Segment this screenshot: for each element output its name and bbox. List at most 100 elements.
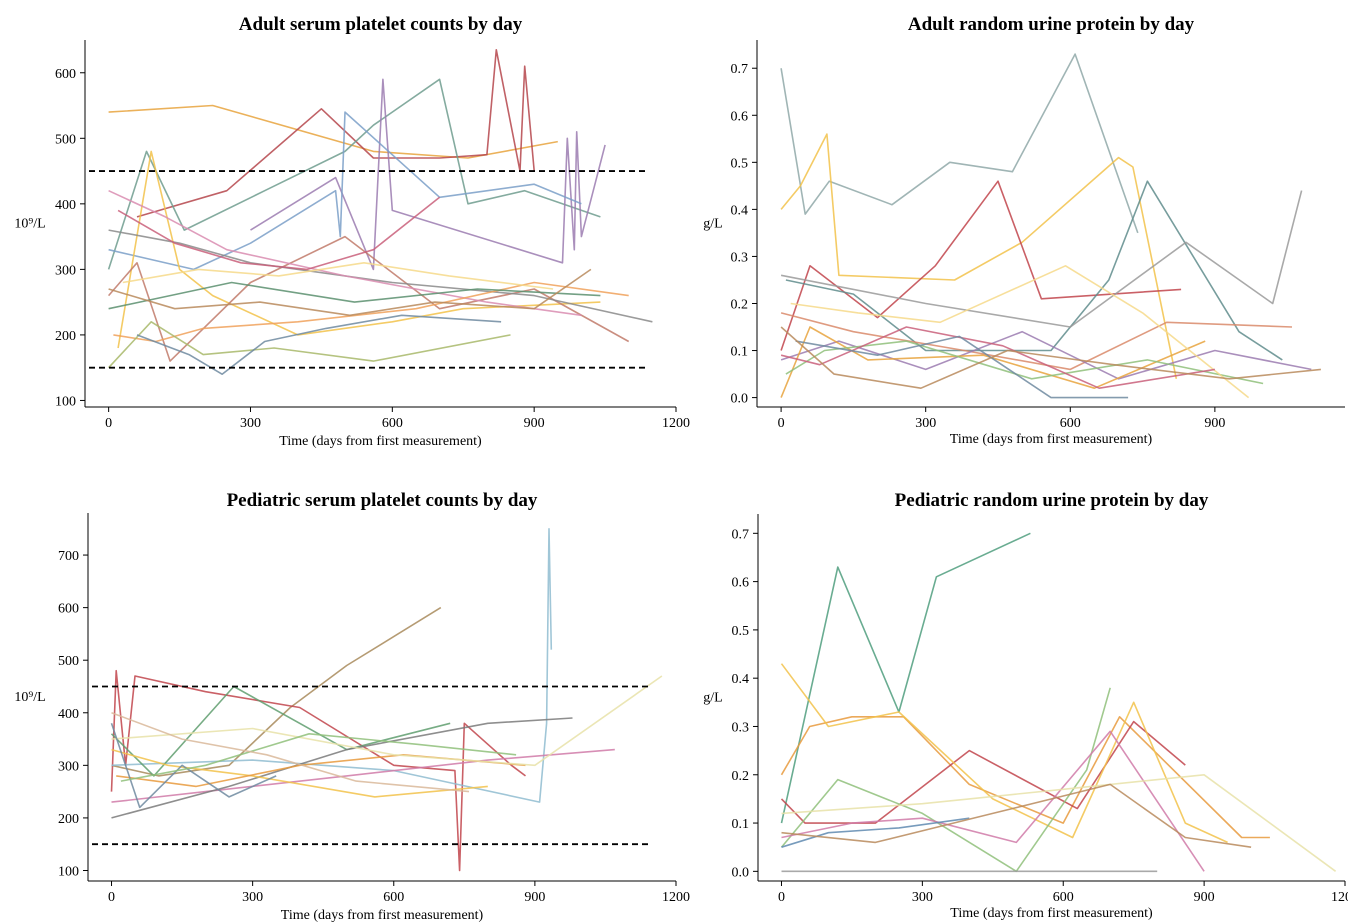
series-line-6 (780, 330, 1312, 380)
series-line-0 (108, 104, 558, 159)
x-tick-label: 300 (240, 416, 261, 431)
series-line-7 (108, 229, 653, 323)
y-axis-label: g/L (703, 217, 722, 232)
x-tick-label: 900 (524, 416, 545, 431)
series-line-15 (108, 268, 592, 317)
x-tick-label: 600 (383, 890, 404, 905)
series-line-12 (108, 320, 511, 369)
series-line-8 (781, 817, 970, 848)
series-line-6 (781, 730, 1205, 872)
series-line-3 (780, 663, 1228, 844)
y-tick-label: 0.4 (732, 672, 750, 687)
chart-title: Pediatric serum platelet counts by day (227, 490, 538, 511)
series-line-4 (780, 687, 1111, 873)
y-tick-label: 500 (58, 654, 79, 669)
x-tick-label: 0 (778, 890, 785, 905)
series-line-11 (795, 335, 1129, 399)
y-tick-label: 100 (58, 864, 79, 879)
x-tick-label: 600 (382, 416, 403, 431)
series-line-10 (108, 281, 601, 310)
x-axis-label: Time (days from first measurement) (281, 908, 484, 923)
x-tick-label: 1200 (1331, 890, 1348, 905)
series-line-4 (108, 111, 582, 271)
y-tick-label: 0.3 (732, 720, 750, 735)
series-line-14 (136, 314, 502, 376)
x-axis-label: Time (days from first measurement) (950, 432, 1153, 447)
series-line-7 (780, 326, 1206, 398)
series-line-0 (111, 606, 442, 777)
series-line-0 (780, 53, 1139, 234)
series-line-8 (785, 340, 1264, 385)
x-tick-label: 0 (105, 416, 112, 431)
y-tick-label: 0.2 (731, 297, 749, 312)
x-tick-label: 600 (1060, 416, 1081, 431)
y-tick-label: 0.2 (732, 769, 750, 784)
series-line-10 (120, 732, 517, 782)
panel-pediatric-platelet: Pediatric serum platelet counts by day 0 3… (14, 490, 690, 923)
series-line-8 (111, 675, 663, 767)
y-axis-label: g/L (703, 691, 722, 706)
series-line-0 (780, 532, 1031, 824)
chart-title: Pediatric random urine protein by day (895, 490, 1209, 511)
y-tick-label: 400 (55, 198, 76, 213)
series-line-11 (117, 196, 441, 271)
x-tick-label: 300 (912, 890, 933, 905)
series-line-10 (780, 326, 1216, 390)
series-line-12 (780, 326, 1321, 390)
series-line-3 (785, 180, 1283, 361)
y-tick-label: 0.1 (732, 817, 750, 832)
panel-pediatric-protein: Pediatric random urine protein by day 0 30… (703, 490, 1348, 921)
y-tick-label: 500 (55, 132, 76, 147)
x-axis-label: Time (days from first measurement) (950, 906, 1153, 921)
y-tick-label: 400 (58, 707, 79, 722)
y-tick-label: 0.7 (732, 527, 750, 542)
y-tick-label: 100 (55, 394, 76, 409)
y-tick-label: 200 (58, 812, 79, 827)
y-tick-label: 0.0 (732, 865, 750, 880)
series-line-4 (780, 190, 1303, 328)
x-tick-label: 1200 (662, 416, 690, 431)
x-tick-label: 900 (1204, 416, 1225, 431)
y-tick-label: 0.3 (731, 250, 749, 265)
series-line-9 (790, 264, 1250, 399)
y-tick-label: 200 (55, 329, 76, 344)
y-tick-label: 0.6 (732, 576, 750, 591)
panel-adult-platelet: Adult serum platelet counts by day 0 300 60… (14, 14, 690, 449)
y-tick-label: 300 (55, 263, 76, 278)
y-tick-label: 0.0 (731, 392, 749, 407)
series-line-5 (117, 150, 601, 349)
series-line-1 (110, 669, 526, 872)
y-tick-label: 300 (58, 759, 79, 774)
series-line-2 (107, 78, 601, 270)
series-line-5 (780, 312, 1293, 371)
y-tick-label: 0.7 (731, 62, 749, 77)
x-tick-label: 300 (242, 890, 263, 905)
panel-adult-protein: Adult random urine protein by day 0 300 600… (703, 14, 1345, 447)
series-line-8 (108, 189, 582, 317)
x-axis-label: Time (days from first measurement) (279, 434, 482, 449)
x-tick-label: 300 (915, 416, 936, 431)
x-tick-label: 900 (1194, 890, 1215, 905)
series-line-6 (111, 748, 488, 798)
series-line-5 (111, 717, 573, 819)
y-tick-label: 0.4 (731, 203, 749, 218)
x-tick-label: 1200 (662, 890, 690, 905)
y-tick-label: 0.1 (731, 345, 749, 360)
x-tick-label: 0 (778, 416, 785, 431)
y-tick-label: 0.5 (732, 624, 750, 639)
series-line-11 (111, 712, 470, 793)
series-line-3 (111, 748, 615, 803)
y-axis-label: 10⁹/L (14, 217, 45, 232)
y-tick-label: 600 (55, 67, 76, 82)
series-line-3 (250, 78, 606, 271)
y-tick-label: 0.6 (731, 109, 749, 124)
series-line-9 (781, 783, 1252, 848)
series-line-2 (780, 180, 1182, 351)
x-tick-label: 600 (1053, 890, 1074, 905)
x-tick-label: 900 (524, 890, 545, 905)
series-line-7 (781, 773, 1337, 872)
y-axis-label: 10⁹/L (14, 690, 45, 705)
series-line-1 (780, 715, 1270, 839)
y-tick-label: 600 (58, 602, 79, 617)
series-line-2 (780, 720, 1186, 824)
